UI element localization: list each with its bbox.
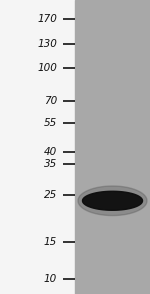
Polygon shape bbox=[82, 191, 142, 210]
Text: 130: 130 bbox=[37, 39, 57, 49]
Text: 15: 15 bbox=[44, 237, 57, 247]
Text: 40: 40 bbox=[44, 147, 57, 157]
Text: 170: 170 bbox=[37, 14, 57, 24]
Text: 35: 35 bbox=[44, 159, 57, 169]
Text: 10: 10 bbox=[44, 274, 57, 284]
Polygon shape bbox=[78, 186, 147, 216]
Text: 55: 55 bbox=[44, 118, 57, 128]
Text: 100: 100 bbox=[37, 63, 57, 73]
Text: 25: 25 bbox=[44, 190, 57, 200]
Bar bbox=[75, 0, 150, 294]
Text: 70: 70 bbox=[44, 96, 57, 106]
